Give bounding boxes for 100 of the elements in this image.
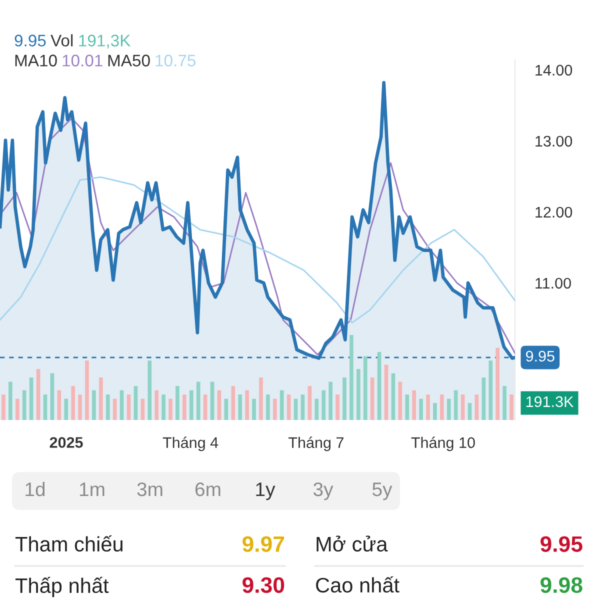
bar bbox=[120, 390, 124, 420]
bar bbox=[22, 390, 26, 420]
bar bbox=[203, 394, 208, 420]
bar bbox=[134, 386, 138, 420]
text: 9.30 bbox=[242, 577, 284, 593]
bar bbox=[294, 398, 298, 420]
bar bbox=[384, 364, 388, 420]
bar bbox=[224, 398, 228, 420]
text: Cao nhất bbox=[316, 576, 400, 593]
text: 5y bbox=[372, 482, 392, 500]
line-series bbox=[0, 117, 515, 356]
bar bbox=[92, 390, 96, 420]
bar bbox=[328, 382, 332, 420]
text: 1y bbox=[256, 482, 276, 500]
y-tick-label: 12.00 bbox=[536, 206, 572, 218]
bar bbox=[140, 398, 145, 420]
text: Thấp nhất bbox=[15, 576, 109, 598]
bar bbox=[433, 403, 437, 420]
bar bbox=[126, 394, 131, 420]
text: 3m bbox=[137, 482, 162, 496]
bar bbox=[350, 335, 354, 420]
bar bbox=[496, 348, 500, 420]
bar bbox=[391, 373, 396, 420]
bar bbox=[272, 398, 277, 420]
bar bbox=[266, 394, 270, 420]
x-tick-label: 2025 bbox=[50, 437, 83, 448]
text: 191.3K bbox=[526, 396, 574, 408]
bar bbox=[238, 394, 242, 420]
x-tick-label: Tháng 10 bbox=[411, 436, 475, 452]
y-tick-label: 11.00 bbox=[536, 278, 571, 289]
bar bbox=[231, 386, 236, 420]
bar bbox=[99, 378, 103, 420]
bar bbox=[189, 390, 194, 420]
bar bbox=[398, 382, 402, 420]
bar bbox=[8, 382, 12, 420]
bar bbox=[148, 360, 152, 420]
text: 9.95 bbox=[14, 34, 46, 46]
bar bbox=[419, 398, 423, 420]
text: 6m bbox=[195, 482, 220, 496]
x-tick-label: Tháng 4 bbox=[162, 436, 218, 452]
annotation: 10.75 bbox=[156, 54, 196, 66]
bar bbox=[363, 356, 368, 420]
bar bbox=[356, 369, 360, 420]
bar bbox=[36, 369, 40, 420]
bar bbox=[50, 373, 54, 420]
bar bbox=[510, 394, 514, 420]
text: 3y bbox=[313, 482, 334, 500]
line-series bbox=[0, 176, 515, 324]
bar bbox=[314, 398, 319, 420]
text: 9.97 bbox=[242, 536, 284, 552]
text: 1d bbox=[26, 482, 45, 496]
bar bbox=[377, 352, 382, 420]
bar bbox=[154, 390, 158, 420]
annotation: MA10 bbox=[15, 54, 57, 66]
bar bbox=[308, 386, 312, 420]
bar bbox=[71, 386, 75, 420]
bar bbox=[217, 390, 222, 420]
bar bbox=[2, 394, 6, 420]
text: 9.95 bbox=[540, 536, 582, 552]
bar bbox=[112, 398, 117, 420]
text: 9.98 bbox=[540, 577, 582, 593]
bar bbox=[182, 394, 186, 420]
bar bbox=[252, 398, 256, 420]
ref-line-label: 9.95 bbox=[526, 350, 554, 362]
bar bbox=[286, 394, 291, 420]
x-tick-label: Tháng 7 bbox=[288, 436, 344, 452]
bar bbox=[446, 398, 451, 420]
bar bbox=[468, 403, 472, 420]
annotation: MA50 bbox=[108, 54, 150, 66]
bar bbox=[370, 378, 374, 420]
bar bbox=[336, 394, 340, 420]
text: Vol bbox=[50, 34, 73, 46]
bar bbox=[412, 390, 416, 420]
bar bbox=[482, 378, 486, 420]
bar bbox=[474, 394, 479, 420]
bar bbox=[106, 394, 110, 420]
bar bbox=[460, 394, 465, 420]
bar bbox=[426, 394, 430, 420]
bar bbox=[15, 398, 20, 420]
text: 1m bbox=[80, 482, 104, 496]
bar bbox=[440, 394, 444, 420]
bar bbox=[29, 378, 34, 420]
bar bbox=[454, 390, 458, 420]
bar bbox=[342, 378, 346, 420]
bar bbox=[405, 394, 410, 420]
y-tick-label: 13.00 bbox=[536, 136, 572, 147]
annotation: 10.01 bbox=[62, 54, 102, 66]
text: 191,3K bbox=[79, 34, 131, 48]
text: Mở cửa bbox=[316, 536, 388, 552]
bar bbox=[196, 382, 200, 420]
bar bbox=[85, 360, 89, 420]
bar bbox=[162, 394, 166, 420]
bar bbox=[488, 360, 493, 420]
bar bbox=[176, 386, 180, 420]
bar bbox=[280, 390, 284, 420]
bar bbox=[43, 394, 48, 420]
y-tick-label: 14.00 bbox=[536, 64, 572, 76]
bar bbox=[245, 390, 249, 420]
bar bbox=[64, 398, 68, 420]
bar bbox=[322, 390, 326, 420]
